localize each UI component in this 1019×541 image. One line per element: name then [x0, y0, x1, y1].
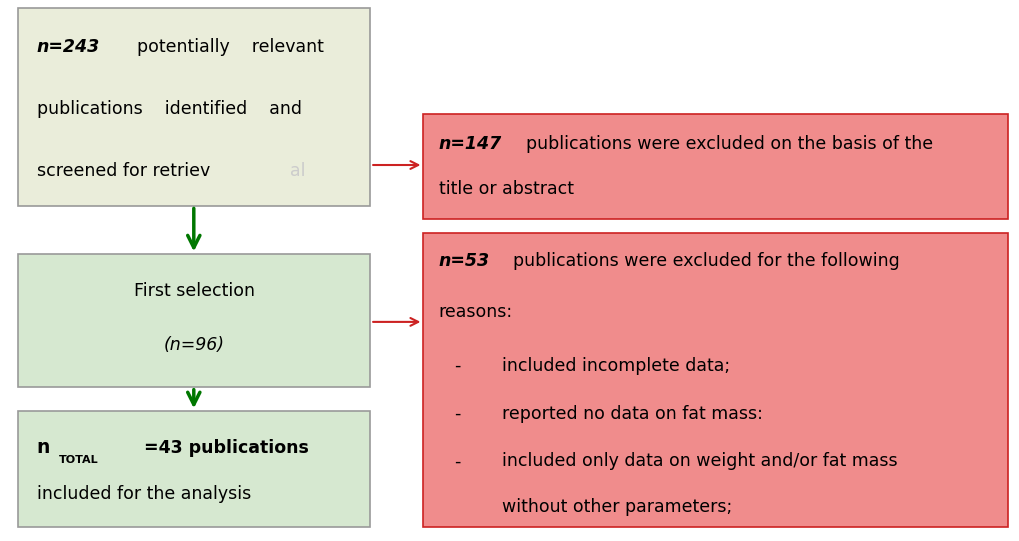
Text: -: -	[453, 357, 460, 375]
Text: n=243: n=243	[37, 38, 100, 56]
Text: n=147: n=147	[438, 135, 501, 153]
Text: n: n	[37, 438, 50, 457]
Text: included incomplete data;: included incomplete data;	[501, 357, 730, 375]
Text: screened for retriev: screened for retriev	[37, 162, 210, 180]
Text: TOTAL: TOTAL	[59, 454, 99, 465]
FancyBboxPatch shape	[18, 254, 370, 387]
Text: reported no data on fat mass:: reported no data on fat mass:	[501, 405, 762, 423]
Text: included for the analysis: included for the analysis	[37, 485, 251, 503]
Text: publications    identified    and: publications identified and	[37, 100, 302, 118]
Text: publications were excluded for the following: publications were excluded for the follo…	[501, 252, 899, 269]
Text: potentially    relevant: potentially relevant	[126, 38, 324, 56]
FancyBboxPatch shape	[18, 8, 370, 206]
Text: title or abstract: title or abstract	[438, 180, 573, 198]
Text: (n=96): (n=96)	[164, 336, 224, 354]
FancyBboxPatch shape	[18, 411, 370, 527]
FancyBboxPatch shape	[423, 114, 1007, 219]
Text: included only data on weight and/or fat mass: included only data on weight and/or fat …	[501, 452, 897, 470]
Text: publications were excluded on the basis of the: publications were excluded on the basis …	[515, 135, 932, 153]
Text: n=53: n=53	[438, 252, 489, 269]
Text: reasons:: reasons:	[438, 303, 513, 321]
Text: -: -	[453, 405, 460, 423]
Text: without other parameters;: without other parameters;	[501, 498, 732, 516]
Text: First selection: First selection	[133, 282, 255, 300]
FancyBboxPatch shape	[423, 233, 1007, 527]
Text: al: al	[289, 162, 305, 180]
Text: =43 publications: =43 publications	[144, 439, 309, 457]
Text: -: -	[453, 452, 460, 470]
